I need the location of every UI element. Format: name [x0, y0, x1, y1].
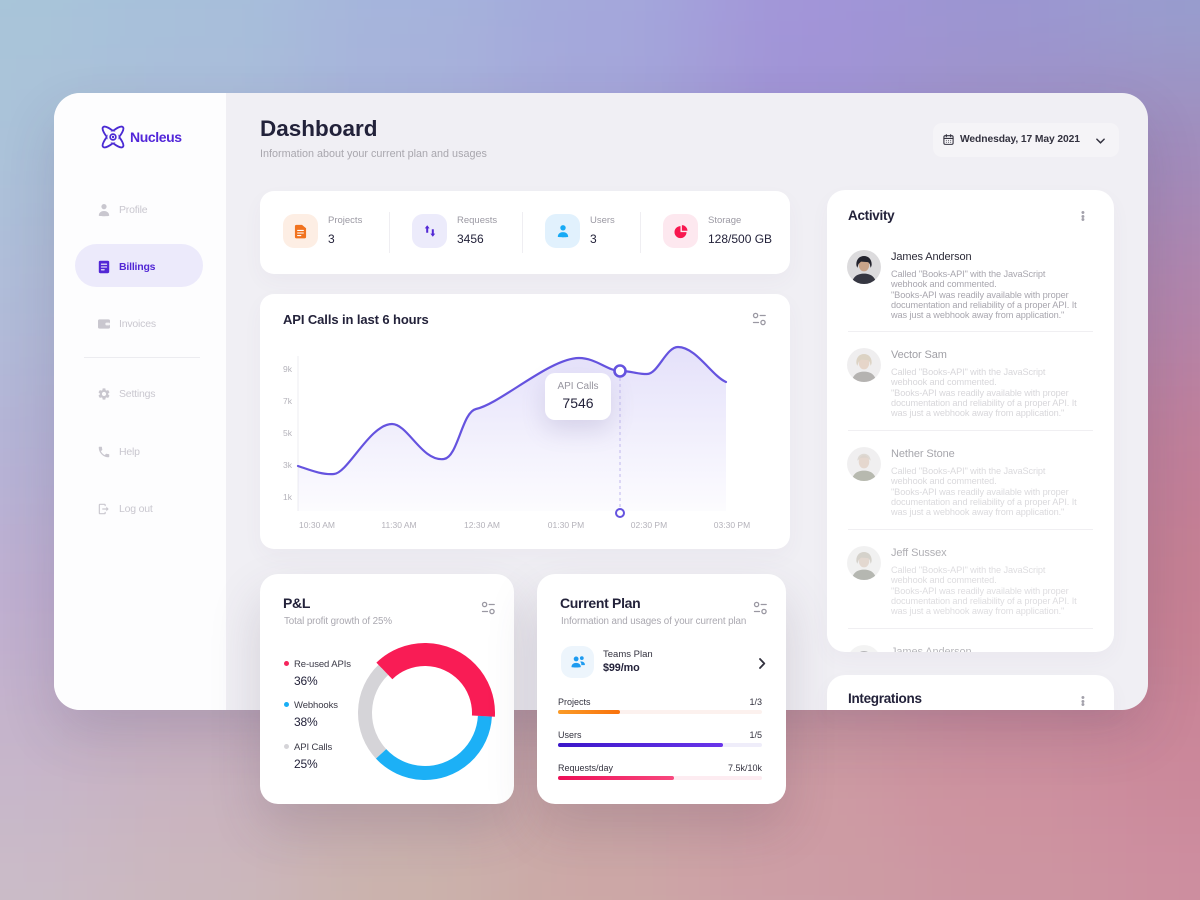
svg-text:5k: 5k	[283, 428, 293, 438]
svg-text:12:30 AM: 12:30 AM	[464, 520, 500, 530]
svg-text:7k: 7k	[283, 396, 293, 406]
svg-text:03:30 PM: 03:30 PM	[714, 520, 750, 530]
svg-text:01:30 PM: 01:30 PM	[548, 520, 584, 530]
svg-text:9k: 9k	[283, 364, 293, 374]
svg-text:1k: 1k	[283, 492, 293, 502]
svg-text:10:30 AM: 10:30 AM	[299, 520, 335, 530]
svg-text:11:30 AM: 11:30 AM	[381, 520, 416, 530]
svg-text:02:30 PM: 02:30 PM	[631, 520, 667, 530]
svg-text:3k: 3k	[283, 460, 293, 470]
